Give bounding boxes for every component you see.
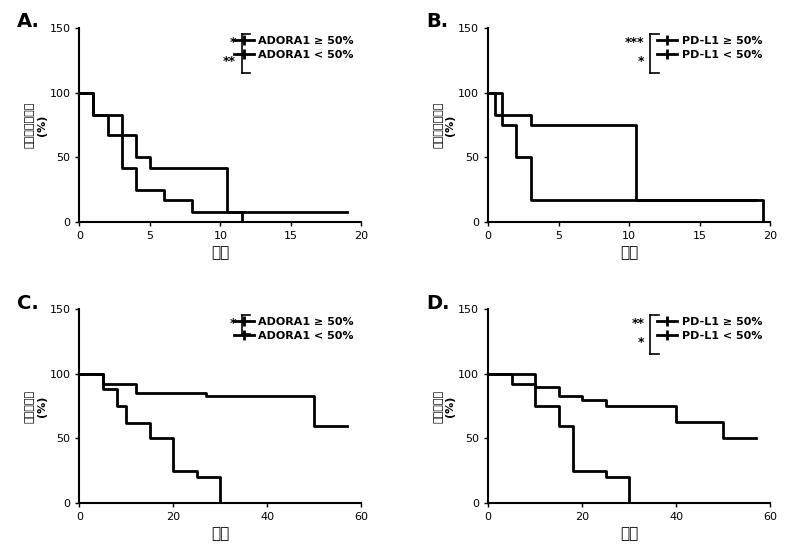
Text: C.: C. xyxy=(17,293,39,312)
Legend: PD-L1 ≥ 50%, PD-L1 < 50%: PD-L1 ≥ 50%, PD-L1 < 50% xyxy=(655,34,765,63)
Text: B.: B. xyxy=(426,12,449,31)
Text: ***: *** xyxy=(625,36,645,49)
Y-axis label: 无进展生存时间
(%): 无进展生存时间 (%) xyxy=(434,102,456,148)
Text: *: * xyxy=(638,337,645,349)
Text: **: ** xyxy=(223,55,236,68)
X-axis label: 月数: 月数 xyxy=(211,245,229,260)
Text: *: * xyxy=(229,317,236,330)
Text: A.: A. xyxy=(17,12,40,31)
Text: D.: D. xyxy=(426,293,449,312)
Y-axis label: 总生存时间
(%): 总生存时间 (%) xyxy=(25,390,47,423)
Y-axis label: 无进展生存时间
(%): 无进展生存时间 (%) xyxy=(25,102,47,148)
X-axis label: 月数: 月数 xyxy=(620,526,638,541)
Text: *: * xyxy=(638,55,645,68)
X-axis label: 月数: 月数 xyxy=(211,526,229,541)
Text: *: * xyxy=(229,36,236,49)
X-axis label: 月数: 月数 xyxy=(620,245,638,260)
Text: **: ** xyxy=(632,317,645,330)
Legend: ADORA1 ≥ 50%, ADORA1 < 50%: ADORA1 ≥ 50%, ADORA1 < 50% xyxy=(231,34,356,63)
Legend: ADORA1 ≥ 50%, ADORA1 < 50%: ADORA1 ≥ 50%, ADORA1 < 50% xyxy=(231,315,356,344)
Legend: PD-L1 ≥ 50%, PD-L1 < 50%: PD-L1 ≥ 50%, PD-L1 < 50% xyxy=(655,315,765,344)
Y-axis label: 总生存时间
(%): 总生存时间 (%) xyxy=(434,390,456,423)
